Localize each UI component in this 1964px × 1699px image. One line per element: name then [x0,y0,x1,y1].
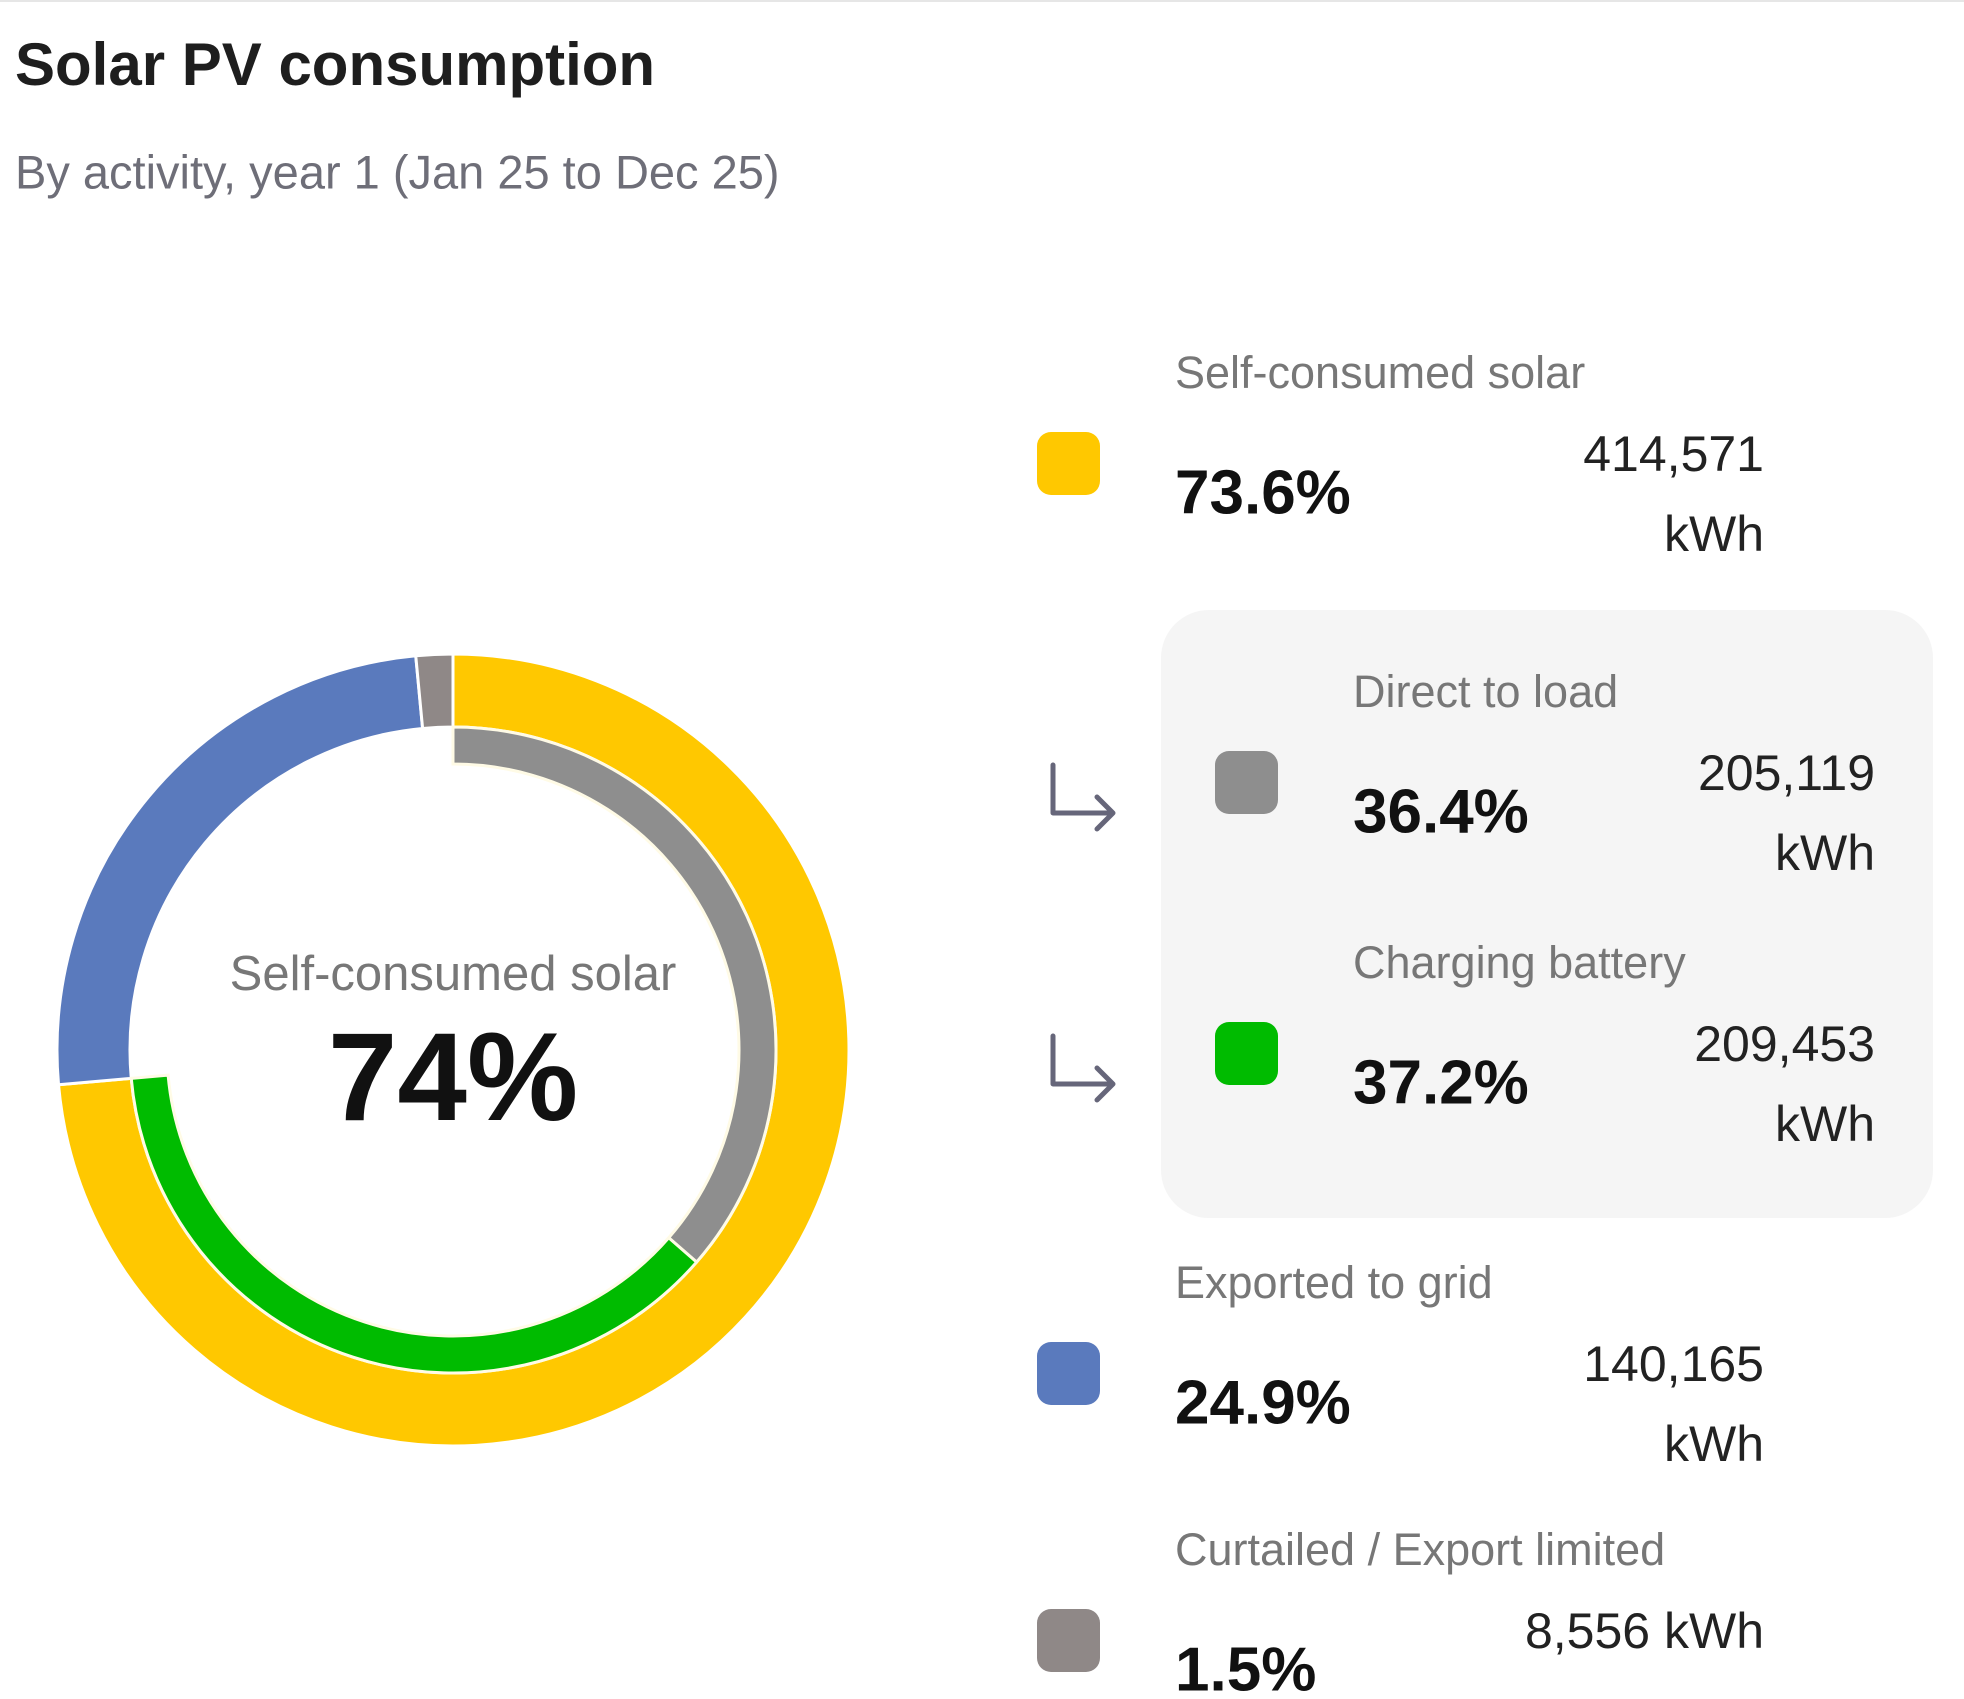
legend-energy-box: 140,165 kWh [1583,1336,1764,1472]
legend-energy: 8,556 kWh [1524,1603,1764,1659]
breakdown-panel [1161,610,1933,1218]
outer-arc [414,652,455,731]
legend-name: Exported to grid [1175,1257,1493,1308]
legend-energy: 209,453 kWh [1694,1016,1875,1152]
legend-swatch [1215,751,1278,814]
legend-percent: 73.6% [1175,458,1351,527]
center-value: 74% [328,1008,578,1147]
legend-swatch [1037,432,1100,495]
legend-swatch [1037,1342,1100,1405]
legend-energy-box: 8,556 kWh [1524,1603,1764,1659]
legend-energy: 140,165 kWh [1583,1336,1764,1472]
sub-arrow [1050,1033,1116,1103]
legend-name: Direct to load [1353,666,1618,717]
legend-name: Curtailed / Export limited [1175,1524,1665,1575]
legend-energy: 205,119 kWh [1697,745,1875,881]
legend-name: Self-consumed solar [1175,347,1585,398]
legend-energy-box: 414,571 kWh [1583,426,1764,562]
legend-name: Charging battery [1353,937,1686,988]
center-label: Self-consumed solar [230,947,677,1001]
legend-energy-box: 205,119 kWh [1697,745,1875,881]
legend-percent: 24.9% [1175,1368,1351,1437]
legend-swatch [1215,1022,1278,1085]
inner-arc [129,1073,699,1375]
legend-energy: 414,571 kWh [1583,426,1764,562]
chart-subtitle: By activity, year 1 (Jan 25 to Dec 25) [15,145,780,198]
legend-energy-box: 209,453 kWh [1694,1016,1875,1152]
legend-swatch [1037,1609,1100,1672]
legend-percent: 36.4% [1353,777,1529,846]
sub-arrow [1050,762,1116,832]
donut [55,652,851,1448]
legend-percent: 1.5% [1175,1635,1316,1699]
legend-percent: 37.2% [1353,1048,1529,1117]
chart-title: Solar PV consumption [15,31,655,98]
